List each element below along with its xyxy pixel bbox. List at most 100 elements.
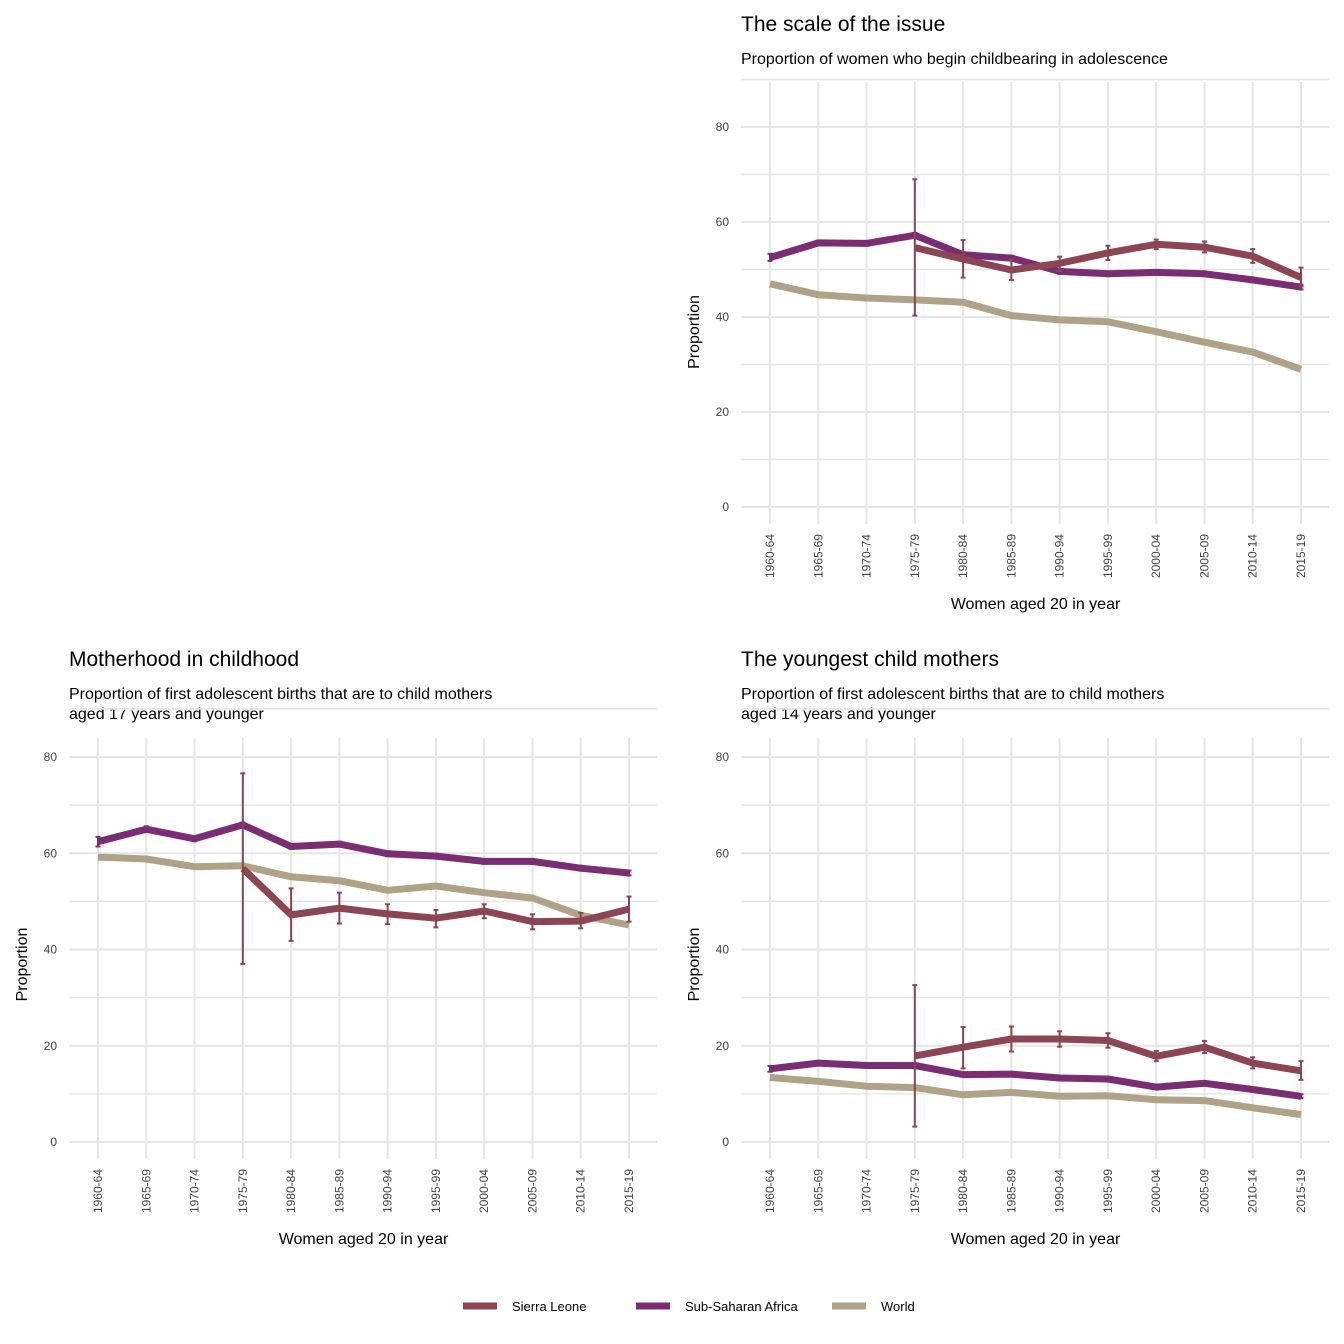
legend-label: World xyxy=(881,1299,915,1314)
y-tick-label: 80 xyxy=(44,750,58,764)
x-tick-label: 2000-04 xyxy=(477,1169,491,1213)
x-tick-label: 1960-64 xyxy=(763,534,777,578)
error-bar xyxy=(1008,258,1014,281)
error-bar xyxy=(1153,238,1159,251)
x-tick-label: 1965-69 xyxy=(811,1169,825,1213)
y-tick-label: 20 xyxy=(716,1039,730,1053)
y-axis-title: Proportion xyxy=(14,928,31,1002)
y-tick-label: 60 xyxy=(716,215,730,229)
x-tick-label: 2015-19 xyxy=(1294,534,1308,578)
y-tick-label: 0 xyxy=(722,500,729,514)
error-bar xyxy=(767,252,773,262)
error-bar xyxy=(1250,1056,1256,1070)
x-tick-label: 1995-99 xyxy=(1101,534,1115,578)
error-bar xyxy=(385,850,391,858)
panel-subtitle: aged 14 years and younger xyxy=(741,706,936,723)
error-bar xyxy=(1057,1030,1063,1048)
series-world xyxy=(97,853,630,929)
error-bar xyxy=(433,852,439,860)
error-bar xyxy=(626,869,632,877)
error-bar xyxy=(336,891,342,925)
error-bar xyxy=(1153,1050,1159,1063)
gridlines xyxy=(741,78,1329,524)
legend-label: Sub-Saharan Africa xyxy=(685,1299,799,1314)
error-bar xyxy=(529,913,535,931)
error-bar xyxy=(192,835,198,843)
panel-title: The scale of the issue xyxy=(741,13,945,36)
series-line-sub-saharan-africa xyxy=(97,821,630,877)
series-line-world xyxy=(769,280,1303,373)
error-bar xyxy=(912,178,918,317)
x-tick-label: 1980-84 xyxy=(956,534,970,578)
error-bar xyxy=(385,903,391,925)
series-line-sub-saharan-africa xyxy=(769,1059,1302,1100)
error-bar xyxy=(1250,1086,1256,1093)
x-tick-label: 1965-69 xyxy=(811,534,825,578)
x-tick-label: 2005-09 xyxy=(525,1169,539,1213)
x-axis-title: Women aged 20 in year xyxy=(279,1231,449,1248)
error-bar xyxy=(912,984,918,1128)
y-tick-label: 20 xyxy=(44,1039,58,1053)
error-bar xyxy=(1008,1071,1014,1078)
panel-subtitle: Proportion of first adolescent births th… xyxy=(69,686,492,703)
error-bar xyxy=(1201,1039,1207,1054)
x-tick-label: 1990-94 xyxy=(1053,534,1067,578)
error-bar xyxy=(1153,1084,1159,1091)
x-tick-label: 2000-04 xyxy=(1149,534,1163,578)
x-tick-label: 2010-14 xyxy=(574,1169,588,1213)
x-tick-label: 1985-89 xyxy=(1004,534,1018,578)
error-bar xyxy=(1105,1032,1111,1049)
x-tick-label: 2000-04 xyxy=(1149,1169,1163,1213)
y-tick-label: 80 xyxy=(716,120,730,134)
error-bar xyxy=(960,1071,966,1078)
x-tick-label: 1980-84 xyxy=(956,1169,970,1213)
series-line-world xyxy=(97,853,630,929)
error-bar xyxy=(1250,276,1256,284)
y-tick-label: 40 xyxy=(716,310,730,324)
error-bar xyxy=(578,911,584,930)
error-bar xyxy=(1153,268,1159,276)
x-tick-label: 1965-69 xyxy=(139,1169,153,1213)
x-tick-label: 1970-74 xyxy=(860,1169,874,1213)
error-bar xyxy=(481,858,487,865)
panel-subtitle: aged 17 years and younger xyxy=(69,706,264,723)
y-tick-label: 20 xyxy=(716,405,730,419)
error-bar xyxy=(960,1025,966,1070)
error-bar xyxy=(1250,248,1256,264)
error-bar xyxy=(960,239,966,279)
x-tick-label: 1995-99 xyxy=(429,1169,443,1213)
x-tick-label: 2015-19 xyxy=(622,1169,636,1213)
series-world xyxy=(769,1074,1302,1119)
error-bar xyxy=(767,1064,773,1073)
y-tick-label: 40 xyxy=(44,943,58,957)
error-bar xyxy=(240,772,246,965)
chart-panel-scale-of-issue: The scale of the issue Proportion of wome… xyxy=(686,13,1329,613)
chart-panel-youngest-child-mothers: The youngest child mothers Proportion of … xyxy=(686,648,1329,1248)
x-tick-label: 2005-09 xyxy=(1197,534,1211,578)
x-axis-title: Women aged 20 in year xyxy=(951,596,1121,613)
error-bar xyxy=(1201,240,1207,254)
legend-item-sub-saharan-africa: Sub-Saharan Africa xyxy=(636,1299,799,1314)
x-tick-label: 1980-84 xyxy=(284,1169,298,1213)
error-bar xyxy=(864,240,870,247)
x-tick-label: 1985-89 xyxy=(332,1169,346,1213)
series-sierra-leone xyxy=(912,984,1304,1128)
error-bar xyxy=(1105,244,1111,261)
x-tick-label: 1960-64 xyxy=(91,1169,105,1213)
x-tick-label: 2010-14 xyxy=(1246,1169,1260,1213)
x-tick-label: 1970-74 xyxy=(860,534,874,578)
x-tick-label: 1990-94 xyxy=(381,1169,395,1213)
x-tick-label: 1975-79 xyxy=(908,1169,922,1213)
x-tick-label: 1960-64 xyxy=(763,1169,777,1213)
y-tick-label: 60 xyxy=(44,846,58,860)
error-bar xyxy=(1298,1093,1304,1100)
x-tick-label: 1985-89 xyxy=(1004,1169,1018,1213)
error-bar xyxy=(336,840,342,848)
error-bar xyxy=(481,903,487,920)
x-tick-label: 2010-14 xyxy=(1246,534,1260,578)
error-bar xyxy=(815,239,821,247)
error-bar xyxy=(1298,266,1304,288)
y-tick-label: 0 xyxy=(50,1135,57,1149)
y-tick-label: 80 xyxy=(716,750,730,764)
